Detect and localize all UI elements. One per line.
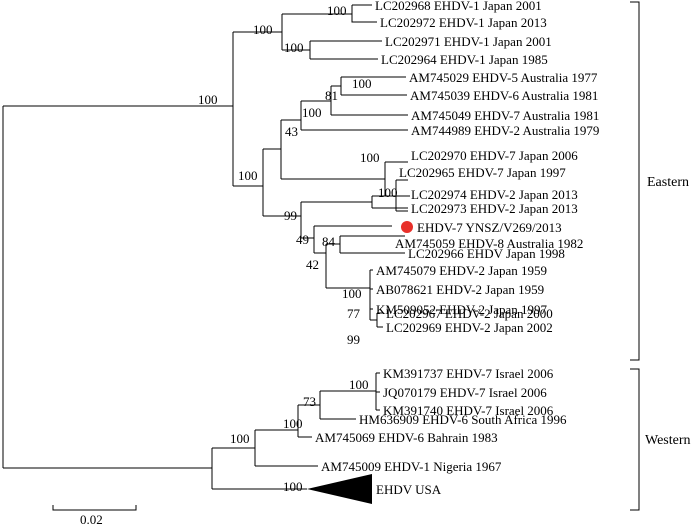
eastern-bracket [630,1,640,361]
bootstrap-value: 100 [352,76,372,91]
bootstrap-value: 100 [253,22,273,37]
bootstrap-value: 81 [325,88,338,103]
bootstrap-value: 77 [347,306,361,321]
branch [351,14,377,23]
taxon-label: AB078621 EHDV-2 Japan 1959 [376,282,544,297]
scale-bar-label: 0.02 [80,512,103,525]
bootstrap-value: 100 [283,416,303,431]
taxon-label: LC202969 EHDV-2 Japan 2002 [386,320,553,335]
taxon-label: LC202974 EHDV-2 Japan 2013 [411,187,578,202]
bootstrap-value: 100 [198,92,218,107]
taxon-label: AM745039 EHDV-6 Australia 1981 [410,88,598,103]
taxon-label: LC202965 EHDV-7 Japan 1997 [399,165,566,180]
scale-bar-line [52,505,137,511]
taxon-label: LC202970 EHDV-7 Japan 2006 [411,148,578,163]
taxon-label: AM745009 EHDV-1 Nigeria 1967 [321,459,502,474]
taxon-label: EHDV USA [376,482,442,497]
taxon-label: AM745059 EHDV-8 Australia 1982 [395,236,583,251]
taxon-label: AM745069 EHDV-6 Bahrain 1983 [315,430,498,445]
bootstrap-value: 49 [296,232,309,247]
bootstrap-value: 100 [230,431,250,446]
taxon-label: EHDV-7 YNSZ/V269/2013 [417,220,562,235]
bootstrap-value: 100 [302,105,322,120]
taxon-label: HM636909 EHDV-6 South Africa 1996 [359,412,567,427]
group-brackets: Eastern Western [630,1,691,511]
bootstrap-value: 99 [284,208,297,223]
bootstrap-value: 100 [378,185,398,200]
bootstrap-value: 43 [285,124,298,139]
taxon-label: LC202971 EHDV-1 Japan 2001 [385,34,552,49]
taxa-labels: LC202968 EHDV-1 Japan 2001 LC202972 EHDV… [315,0,599,497]
taxon-label: LC202964 EHDV-1 Japan 1985 [381,52,548,67]
taxon-label: LC202968 EHDV-1 Japan 2001 [375,0,542,13]
taxon-label: KM391737 EHDV-7 Israel 2006 [383,366,554,381]
taxon-label: LC202966 EHDV Japan 1998 [408,246,565,261]
taxon-label: AM745079 EHDV-2 Japan 1959 [376,263,547,278]
bootstrap-value: 100 [360,150,380,165]
bootstrap-value: 100 [349,377,369,392]
taxon-label: LC202972 EHDV-1 Japan 2013 [380,15,547,30]
highlight-dot [401,221,413,233]
taxon-label: AM745049 EHDV-7 Australia 1981 [411,108,599,123]
taxon-label: KM391740 EHDV-7 Israel 2006 [383,403,554,418]
western-label: Western [645,433,691,448]
bootstrap-value: 99 [347,332,360,347]
taxon-label: LC202973 EHDV-2 Japan 2013 [411,201,578,216]
bootstrap-value: 73 [303,394,316,409]
taxon-label: AM745029 EHDV-5 Australia 1977 [409,70,598,85]
taxon-label: LC202967 EHDV-2 Japan 2000 [386,306,553,321]
bootstrap-value: 100 [327,3,347,18]
western-bracket [630,368,640,511]
eastern-label: Eastern [647,175,689,190]
bootstrap-value: 100 [283,479,303,494]
bootstrap-value: 42 [306,257,319,272]
collapsed-clade-triangle [307,474,372,504]
bootstrap-value: 100 [284,40,304,55]
bootstrap-values: 100 100 100 100 100 81 100 43 100 100 10… [198,3,398,494]
bootstrap-value: 84 [322,234,336,249]
bootstrap-value: 100 [238,168,258,183]
bootstrap-value: 100 [342,286,362,301]
taxon-label: JQ070179 EHDV-7 Israel 2006 [383,385,547,400]
scale-bar: 0.02 [52,505,137,525]
taxon-label: AM744989 EHDV-2 Australia 1979 [411,123,599,138]
taxon-label: KM509052 EHDV-2 Japan 1997 [376,302,548,317]
tree-branches [2,4,410,490]
